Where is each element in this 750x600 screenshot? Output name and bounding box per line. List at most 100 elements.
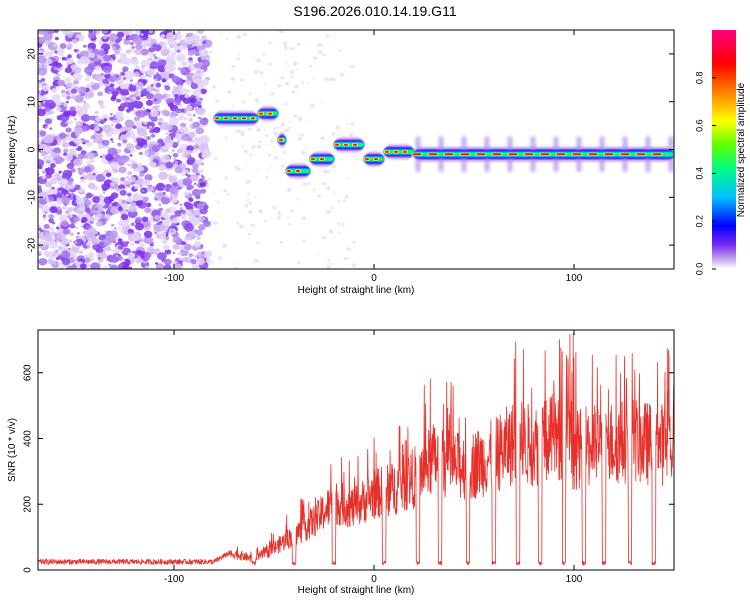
noise-blob [163, 264, 172, 269]
ridge-hot-red [620, 153, 630, 156]
noise-blob [71, 148, 77, 152]
noise-blob [256, 144, 262, 149]
ridge-hot-red [508, 153, 518, 156]
noise-blob [136, 249, 142, 255]
noise-blob [59, 43, 67, 49]
noise-blob [133, 90, 141, 96]
noise-blob [165, 161, 174, 169]
noise-blob [64, 154, 73, 162]
noise-blob [193, 114, 196, 117]
noise-blob [172, 236, 180, 243]
noise-blob [165, 208, 171, 213]
noise-blob [117, 226, 122, 230]
noise-blob [48, 240, 59, 249]
noise-blob [185, 173, 188, 176]
noise-blob [247, 232, 251, 236]
noise-blob [117, 143, 122, 147]
noise-blob [78, 188, 85, 193]
noise-blob [141, 87, 144, 90]
noise-blob [160, 154, 171, 163]
noise-blob [73, 66, 82, 74]
noise-blob [95, 116, 102, 122]
noise-blob [337, 200, 341, 203]
noise-blob [92, 150, 96, 153]
noise-blob [65, 87, 69, 90]
noise-blob [111, 94, 117, 99]
noise-blob [118, 166, 127, 174]
noise-blob [211, 85, 217, 89]
noise-blob [215, 99, 220, 103]
x-tick-label: -100 [164, 273, 184, 284]
noise-blob [144, 174, 153, 181]
noise-blob [125, 49, 131, 54]
noise-blob [350, 119, 353, 121]
noise-blob [46, 30, 56, 35]
ridge-hot-red [540, 153, 550, 156]
y-tick-label: 600 [23, 364, 34, 381]
noise-blob [38, 55, 47, 64]
noise-blob [128, 84, 137, 92]
noise-blob [308, 64, 313, 68]
noise-blob [248, 201, 252, 205]
noise-blob [142, 197, 149, 203]
x-tick-label: -100 [164, 574, 184, 585]
colorbar-tick-label: 0.6 [694, 119, 704, 132]
noise-blob [224, 176, 228, 180]
noise-blob [50, 255, 54, 258]
noise-blob [341, 222, 345, 226]
noise-blob [116, 31, 125, 38]
noise-blob [86, 233, 96, 242]
noise-blob [184, 243, 192, 251]
noise-blob [348, 133, 353, 137]
noise-blob [38, 37, 46, 44]
noise-blob [272, 205, 277, 210]
noise-blob [155, 262, 159, 265]
noise-blob [179, 207, 183, 210]
ridge-hot-red [251, 117, 255, 120]
noise-blob [283, 31, 286, 34]
noise-blob [103, 196, 113, 204]
noise-blob [63, 169, 68, 174]
noise-blob [330, 206, 335, 210]
noise-blob [156, 106, 160, 110]
noise-blob [146, 121, 156, 129]
noise-blob [197, 30, 204, 35]
noise-blob [198, 169, 204, 174]
noise-blob [57, 262, 61, 266]
noise-blob [124, 71, 135, 80]
noise-blob [298, 119, 302, 122]
noise-blob [102, 35, 108, 40]
noise-blob [89, 81, 95, 86]
noise-blob [184, 94, 189, 99]
noise-blob [63, 110, 71, 117]
noise-blob [84, 77, 88, 80]
noise-blob [66, 57, 75, 65]
noise-blob [248, 127, 252, 131]
noise-blob [318, 253, 321, 255]
noise-blob [49, 214, 55, 219]
noise-blob [38, 117, 42, 123]
noise-blob [117, 222, 122, 226]
noise-blob [92, 194, 95, 197]
noise-blob [116, 203, 121, 208]
noise-blob [267, 168, 270, 170]
noise-blob [46, 188, 54, 196]
noise-blob [199, 49, 208, 57]
noise-blob [139, 185, 143, 188]
noise-blob [126, 171, 132, 176]
noise-blob [149, 61, 159, 70]
noise-blob [56, 197, 60, 201]
noise-blob [177, 31, 181, 34]
noise-blob [124, 119, 135, 128]
x-tick-label: 100 [566, 574, 583, 585]
noise-blob [130, 222, 136, 227]
colorbar-tick-label: 0.2 [694, 215, 704, 228]
noise-blob [280, 164, 285, 168]
noise-blob [179, 128, 185, 133]
noise-blob [61, 204, 69, 210]
ridge-hot-red [394, 150, 398, 153]
noise-blob [104, 83, 108, 87]
noise-blob [129, 79, 133, 82]
noise-blob [180, 211, 188, 218]
noise-blob [125, 130, 136, 139]
